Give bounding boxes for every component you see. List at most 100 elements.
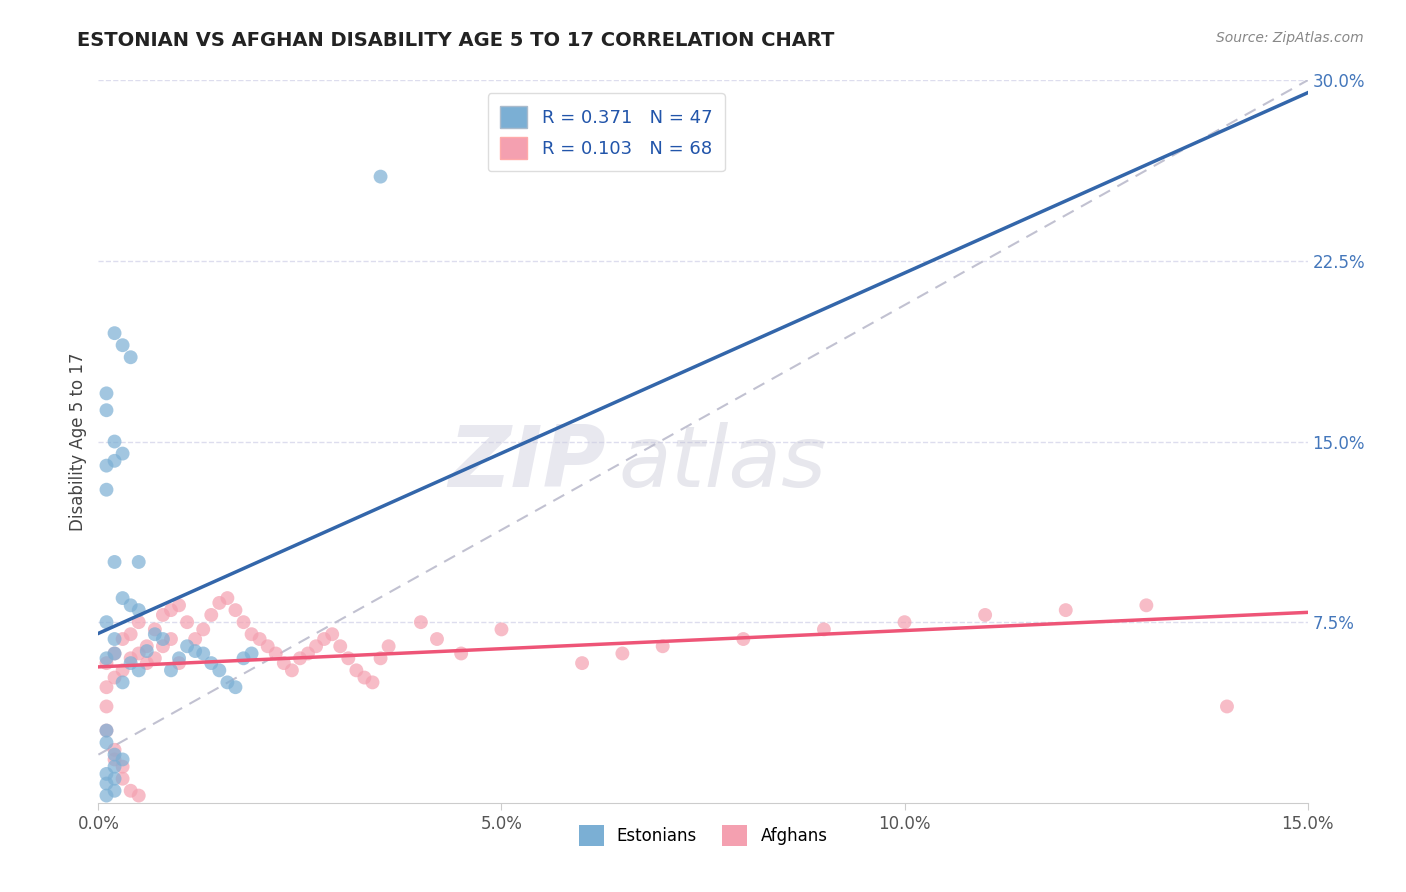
- Point: [344, 664, 367, 678]
- Point: [321, 627, 343, 641]
- Point: [135, 639, 157, 653]
- Point: [224, 603, 246, 617]
- Point: [128, 664, 150, 678]
- Point: [103, 671, 125, 685]
- Point: [96, 615, 118, 630]
- Point: [232, 615, 254, 630]
- Point: [370, 651, 392, 665]
- Point: [361, 675, 384, 690]
- Point: [200, 656, 222, 670]
- Point: [96, 723, 118, 738]
- Point: [193, 647, 215, 661]
- Point: [96, 656, 118, 670]
- Point: [111, 446, 134, 460]
- Point: [96, 776, 118, 790]
- Point: [111, 772, 134, 786]
- Point: [103, 752, 125, 766]
- Point: [353, 671, 375, 685]
- Point: [208, 664, 231, 678]
- Point: [152, 632, 174, 646]
- Point: [200, 607, 222, 622]
- Point: [120, 599, 142, 613]
- Point: [103, 647, 125, 661]
- Point: [176, 639, 198, 653]
- Point: [1054, 603, 1077, 617]
- Point: [224, 680, 246, 694]
- Text: Source: ZipAtlas.com: Source: ZipAtlas.com: [1216, 31, 1364, 45]
- Point: [111, 338, 134, 352]
- Point: [733, 632, 755, 646]
- Text: atlas: atlas: [619, 422, 827, 505]
- Point: [167, 651, 190, 665]
- Point: [128, 615, 150, 630]
- Point: [103, 647, 125, 661]
- Point: [96, 403, 118, 417]
- Point: [288, 651, 311, 665]
- Point: [152, 607, 174, 622]
- Point: [128, 603, 150, 617]
- Text: ZIP: ZIP: [449, 422, 606, 505]
- Point: [96, 483, 118, 497]
- Point: [273, 656, 295, 670]
- Point: [152, 639, 174, 653]
- Point: [1216, 699, 1239, 714]
- Point: [103, 632, 125, 646]
- Point: [217, 675, 239, 690]
- Point: [96, 651, 118, 665]
- Legend: Estonians, Afghans: Estonians, Afghans: [572, 819, 834, 852]
- Point: [135, 644, 157, 658]
- Point: [103, 747, 125, 762]
- Point: [103, 743, 125, 757]
- Point: [893, 615, 915, 630]
- Point: [96, 767, 118, 781]
- Point: [264, 647, 287, 661]
- Point: [111, 675, 134, 690]
- Point: [314, 632, 336, 646]
- Point: [120, 656, 142, 670]
- Point: [370, 169, 392, 184]
- Point: [305, 639, 328, 653]
- Point: [96, 723, 118, 738]
- Point: [96, 699, 118, 714]
- Text: ESTONIAN VS AFGHAN DISABILITY AGE 5 TO 17 CORRELATION CHART: ESTONIAN VS AFGHAN DISABILITY AGE 5 TO 1…: [77, 31, 835, 50]
- Point: [329, 639, 352, 653]
- Point: [111, 760, 134, 774]
- Point: [409, 615, 432, 630]
- Point: [103, 555, 125, 569]
- Point: [103, 326, 125, 340]
- Point: [651, 639, 673, 653]
- Point: [491, 623, 513, 637]
- Point: [297, 647, 319, 661]
- Point: [208, 596, 231, 610]
- Point: [111, 632, 134, 646]
- Point: [96, 789, 118, 803]
- Point: [337, 651, 360, 665]
- Point: [96, 458, 118, 473]
- Point: [120, 784, 142, 798]
- Point: [184, 632, 207, 646]
- Point: [240, 647, 263, 661]
- Point: [217, 591, 239, 605]
- Point: [128, 789, 150, 803]
- Point: [128, 555, 150, 569]
- Point: [143, 651, 166, 665]
- Point: [120, 651, 142, 665]
- Point: [249, 632, 271, 646]
- Point: [167, 599, 190, 613]
- Point: [281, 664, 304, 678]
- Point: [167, 656, 190, 670]
- Point: [1135, 599, 1157, 613]
- Point: [111, 664, 134, 678]
- Point: [974, 607, 997, 622]
- Point: [232, 651, 254, 665]
- Point: [240, 627, 263, 641]
- Point: [111, 591, 134, 605]
- Point: [571, 656, 593, 670]
- Point: [450, 647, 472, 661]
- Point: [96, 735, 118, 749]
- Point: [143, 627, 166, 641]
- Point: [128, 647, 150, 661]
- Point: [377, 639, 399, 653]
- Point: [103, 772, 125, 786]
- Point: [135, 656, 157, 670]
